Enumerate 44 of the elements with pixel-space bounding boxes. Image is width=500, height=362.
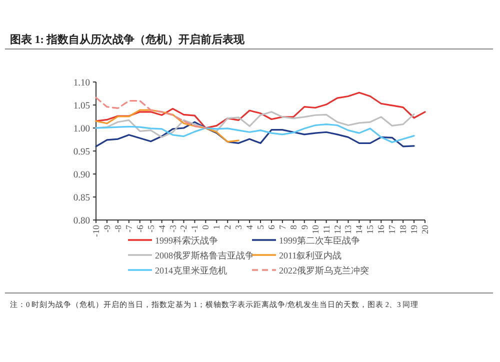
- x-tick-label: -9: [102, 224, 112, 232]
- x-tick-label: 18: [398, 224, 408, 234]
- x-tick-label: -7: [124, 224, 134, 232]
- x-tick-label: 16: [376, 224, 386, 234]
- x-tick-label: 5: [256, 224, 266, 230]
- legend-label: 2011叙利亚内战: [279, 250, 342, 260]
- x-tick-label: 17: [387, 224, 398, 234]
- chart-title: 图表 1: 指数自从历次战争（危机）开启前后表现: [10, 33, 246, 46]
- y-tick-label: 0.85: [73, 194, 90, 204]
- x-tick-label: 1: [212, 225, 222, 230]
- legend-label: 1999科索沃战争: [155, 236, 218, 246]
- x-tick-label: 19: [409, 224, 420, 234]
- x-tick-label: -2: [178, 225, 189, 232]
- y-tick-label: 0.80: [73, 216, 90, 226]
- x-tick-label: -8: [112, 224, 123, 232]
- x-tick-label: 15: [365, 224, 376, 234]
- x-tick-label: 11: [321, 225, 332, 234]
- x-tick-label: 2: [222, 225, 233, 230]
- legend-label: 1999第二次车臣战争: [279, 236, 360, 246]
- x-tick-label: -6: [134, 224, 145, 232]
- x-tick-label: 10: [310, 224, 320, 234]
- x-tick-label: 12: [332, 225, 342, 234]
- y-tick-label: 0.90: [73, 170, 90, 180]
- y-tick-label: 1.00: [73, 124, 90, 134]
- legend-label: 2014克里米亚危机: [155, 266, 227, 276]
- x-tick-label: 4: [244, 224, 255, 230]
- y-tick-label: 1.10: [73, 78, 90, 88]
- y-tick-label: 1.05: [73, 102, 90, 112]
- x-tick-label: 8: [288, 224, 298, 230]
- x-tick-label: 7: [277, 224, 288, 230]
- x-tick-label: -1: [190, 225, 200, 232]
- legend-label: 2022俄罗斯乌克兰冲突: [279, 266, 369, 276]
- x-tick-label: -10: [91, 224, 101, 237]
- y-tick-label: 0.95: [73, 148, 90, 158]
- x-tick-label: -5: [146, 224, 156, 232]
- x-tick-label: 0: [200, 224, 211, 230]
- x-tick-label: 9: [299, 224, 310, 230]
- x-tick-label: 3: [234, 224, 244, 230]
- x-tick-label: 14: [354, 224, 364, 234]
- x-tick-label: 13: [343, 224, 354, 234]
- x-tick-label: -3: [168, 224, 178, 232]
- x-tick-label: 6: [266, 224, 276, 230]
- x-tick-label: -4: [156, 224, 167, 232]
- x-tick-label: 20: [420, 224, 430, 234]
